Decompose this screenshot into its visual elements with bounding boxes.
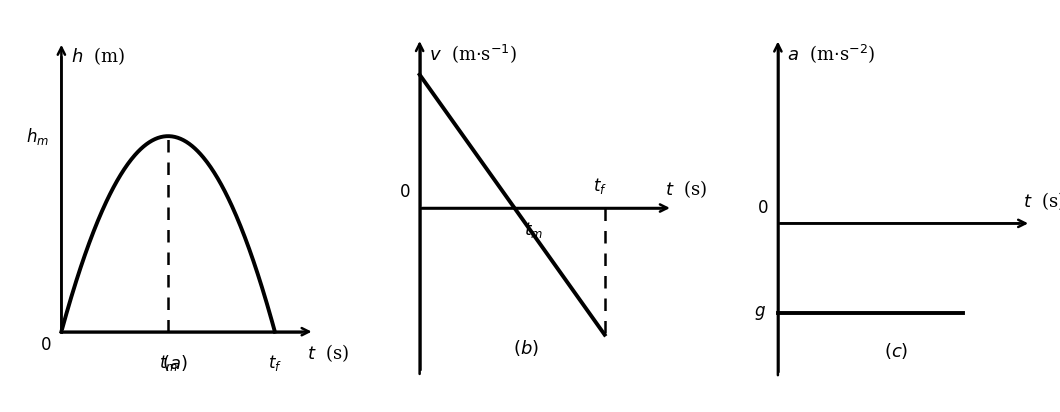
Text: $0$: $0$ [40,337,52,354]
Text: $(b)$: $(b)$ [513,338,540,358]
Text: $a$  (m$\cdot$s$^{-2}$): $a$ (m$\cdot$s$^{-2}$) [788,42,876,66]
Text: $0$: $0$ [757,200,768,217]
Text: $t_f$: $t_f$ [268,353,282,373]
Text: $0$: $0$ [399,184,410,201]
Text: $t$  (s): $t$ (s) [1023,190,1060,212]
Text: $g$: $g$ [754,304,766,322]
Text: $v$  (m$\cdot$s$^{-1}$): $v$ (m$\cdot$s$^{-1}$) [429,42,517,65]
Text: $(a)$: $(a)$ [162,353,188,373]
Text: $h_m$: $h_m$ [26,126,50,147]
Text: $t_m$: $t_m$ [159,353,178,373]
Text: $t_f$: $t_f$ [593,176,607,197]
Text: $t$  (s): $t$ (s) [306,342,349,364]
Text: $t_m$: $t_m$ [524,220,543,240]
Text: $(c)$: $(c)$ [884,341,908,361]
Text: $h$  (m): $h$ (m) [71,45,125,67]
Text: $t$  (s): $t$ (s) [665,178,707,200]
